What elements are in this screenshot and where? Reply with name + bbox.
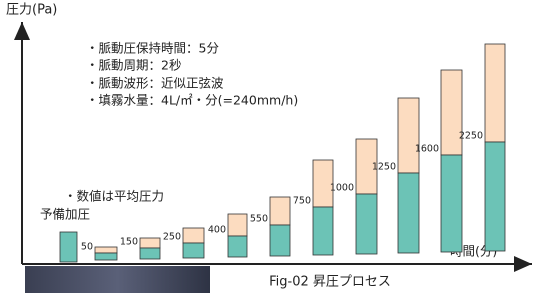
peak-segment bbox=[485, 44, 505, 142]
average-segment bbox=[228, 236, 247, 257]
average-segment bbox=[270, 225, 290, 256]
average-segment bbox=[485, 142, 505, 251]
value-label: 550 bbox=[250, 214, 268, 225]
average-segment bbox=[313, 207, 333, 255]
average-segment bbox=[356, 194, 377, 254]
note: ・脈動波形：近似正弦波 bbox=[86, 76, 224, 91]
value-label: 150 bbox=[120, 237, 138, 248]
average-segment bbox=[95, 253, 117, 260]
average-segment bbox=[183, 243, 204, 258]
note: ・脈動周期：2秒 bbox=[86, 58, 181, 73]
value-label: 1000 bbox=[330, 183, 354, 194]
average-note: ・数値は平均圧力 bbox=[64, 189, 164, 204]
peak-segment bbox=[228, 214, 247, 236]
value-label: 2250 bbox=[459, 131, 483, 142]
value-label: 1250 bbox=[372, 162, 396, 173]
average-segment bbox=[398, 173, 419, 253]
diagram: 圧力(Pa) 時間(分) Fig-02 昇圧プロセス ・脈動圧保持時間：5分 ・… bbox=[0, 0, 540, 293]
pre-pressure-label: 予備加圧 bbox=[40, 207, 90, 222]
average-segment bbox=[441, 155, 462, 252]
value-label: 50 bbox=[81, 242, 93, 253]
caption: Fig-02 昇圧プロセス bbox=[269, 275, 391, 290]
peak-segment bbox=[95, 247, 117, 253]
peak-segment bbox=[183, 228, 204, 243]
value-label: 250 bbox=[163, 232, 181, 243]
peak-segment bbox=[441, 70, 462, 155]
note: ・脈動圧保持時間：5分 bbox=[86, 41, 219, 56]
photo-strip bbox=[25, 266, 210, 293]
peak-segment bbox=[398, 98, 419, 173]
value-label: 750 bbox=[293, 196, 311, 207]
average-segment bbox=[140, 248, 160, 259]
value-label: 400 bbox=[208, 225, 226, 236]
peak-segment bbox=[140, 238, 160, 248]
value-label: 1600 bbox=[415, 144, 439, 155]
y-axis-label: 圧力(Pa) bbox=[6, 3, 57, 18]
note: ・填霧水量：4L/㎡・分(=240mm/h) bbox=[86, 93, 298, 108]
pre-pressure-bar bbox=[60, 232, 77, 262]
peak-segment bbox=[270, 197, 290, 225]
